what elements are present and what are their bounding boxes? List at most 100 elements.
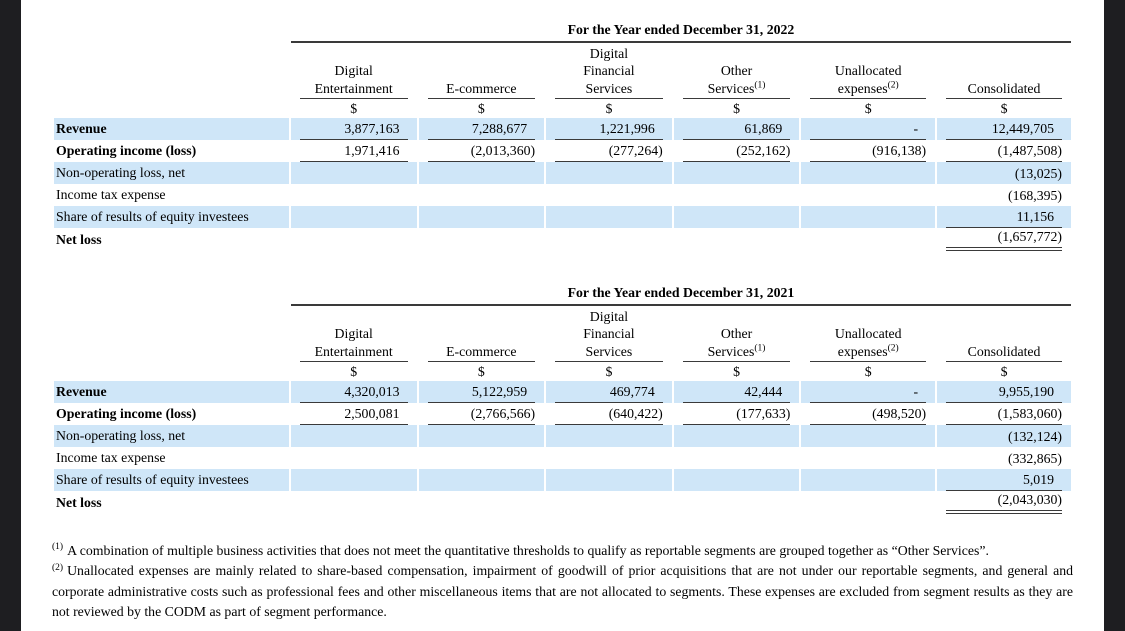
value: (332,865) (1007, 451, 1062, 466)
value-cell: (2,013,360) (419, 140, 545, 162)
value-cell (418, 469, 545, 491)
column-header: E-commerce (419, 43, 545, 99)
table-row: Operating income (loss) 1,971,416 (2,013,3… (54, 140, 1071, 162)
column-header-underline: E-commerce (427, 343, 536, 362)
value-cell: (2,043,030) (937, 491, 1071, 514)
currency-row: $ $ $ $ $ $ (54, 362, 1071, 381)
value-cell: (916,138) (801, 140, 935, 162)
column-header-row: Digital Entertainment E-commerce Digital F… (54, 306, 1071, 362)
footnote-2: (2) Unallocated expenses are mainly relat… (52, 561, 1073, 622)
value-cell (546, 162, 672, 184)
value: (916,138) (810, 142, 927, 162)
column-header: Digital Entertainment (291, 43, 417, 99)
value: 11,156 (946, 208, 1062, 228)
value: (2,043,030) (946, 491, 1062, 514)
footnote-1-text: A combination of multiple business activ… (67, 543, 989, 558)
table-row: Income tax expense (168,395) (54, 184, 1071, 206)
value-cell (290, 469, 417, 491)
value-cell (546, 469, 672, 491)
value-cell (801, 184, 935, 206)
column-header-underline: Digital Financial Services (555, 45, 663, 99)
financial-document-page: For the Year ended December 31, 2022 Digi… (21, 0, 1104, 631)
table-row: Revenue 3,877,163 7,288,677 1,221,996 61,869… (54, 118, 1071, 140)
row-label: Net loss (56, 231, 102, 247)
column-header-underline: Consolidated (946, 80, 1062, 99)
value-cell: 5,019 (937, 469, 1071, 491)
value-cell (291, 228, 417, 251)
row-label: Non-operating loss, net (54, 425, 289, 447)
value: - (810, 383, 927, 403)
row-label: Non-operating loss, net (54, 162, 289, 184)
value-cell (801, 425, 936, 447)
footnote-reference: (2) (887, 79, 899, 90)
value-cell (801, 228, 935, 251)
currency-symbol: $ (733, 364, 740, 379)
value-cell (290, 425, 417, 447)
value-cell (546, 184, 672, 206)
value: (498,520) (810, 405, 927, 425)
value-cell (673, 469, 800, 491)
row-label: Net loss (56, 494, 102, 510)
value: 61,869 (682, 120, 791, 140)
table-row: Net loss (2,043,030) (54, 491, 1071, 514)
footnote-reference: (1) (754, 79, 766, 90)
column-header-label: Unallocated expenses (834, 326, 902, 359)
currency-symbol: $ (477, 101, 485, 116)
value-cell: 42,444 (673, 381, 800, 403)
value: 7,288,677 (427, 120, 536, 140)
column-header-row: Digital Entertainment E-commerce Digital F… (54, 43, 1071, 99)
column-header-label: Digital Entertainment (314, 63, 393, 96)
table-row: Operating income (loss) 2,500,081 (2,766,5… (54, 403, 1071, 425)
column-header: Consolidated (937, 306, 1071, 362)
value-cell: (498,520) (801, 403, 935, 425)
spacer-cell (54, 277, 289, 306)
value-cell: (177,633) (674, 403, 800, 425)
value-cell: (277,264) (546, 140, 672, 162)
currency-symbol: $ (864, 101, 872, 116)
value-cell: 3,877,163 (290, 118, 417, 140)
period-row: For the Year ended December 31, 2022 (54, 14, 1071, 43)
column-header-underline: Unallocated expenses(2) (810, 325, 927, 362)
currency-symbol: $ (864, 364, 872, 379)
footnote-1-marker: (1) (52, 542, 64, 553)
column-header-label: Consolidated (967, 343, 1041, 359)
value: (13,025) (1014, 166, 1062, 181)
value: (168,395) (1007, 188, 1062, 203)
value-cell (674, 491, 800, 514)
table-row: Non-operating loss, net (132,124) (54, 425, 1071, 447)
value: (1,487,508) (946, 142, 1062, 162)
column-header-label: Unallocated expenses (834, 63, 902, 96)
column-header-underline: Digital Entertainment (299, 62, 408, 99)
table-row: Revenue 4,320,013 5,122,959 469,774 42,444-9… (54, 381, 1071, 403)
spacer-cell (54, 306, 289, 362)
value-cell: (132,124) (937, 425, 1071, 447)
column-header: Digital Financial Services (546, 306, 672, 362)
currency-symbol: $ (350, 364, 358, 379)
row-label: Share of results of equity investees (54, 206, 289, 228)
value-cell (673, 162, 800, 184)
period-header: For the Year ended December 31, 2021 (290, 277, 1071, 306)
table-row: Share of results of equity investees 5,01… (54, 469, 1071, 491)
value-cell: (332,865) (937, 447, 1071, 469)
value-cell (546, 491, 672, 514)
row-label: Revenue (54, 118, 289, 140)
value-cell (801, 469, 936, 491)
value-cell (418, 162, 545, 184)
value-cell: 1,971,416 (291, 140, 417, 162)
table-row: Net loss (1,657,772) (54, 228, 1071, 251)
value-cell: 1,221,996 (546, 118, 672, 140)
value-cell (546, 206, 672, 228)
value-cell (673, 206, 800, 228)
column-header-label: Digital Financial Services (583, 308, 635, 359)
value: 4,320,013 (299, 383, 408, 403)
column-header: Consolidated (937, 43, 1071, 99)
value: 9,955,190 (946, 383, 1062, 403)
period-row: For the Year ended December 31, 2021 (54, 277, 1071, 306)
value: 5,019 (946, 471, 1062, 491)
column-header-underline: Consolidated (946, 343, 1062, 362)
column-header-label: Digital Financial Services (583, 45, 635, 96)
letterbox-right (1104, 0, 1125, 631)
column-header-underline: Other Services(1) (682, 325, 791, 362)
value: - (810, 120, 927, 140)
row-label: Income tax expense (56, 450, 166, 465)
